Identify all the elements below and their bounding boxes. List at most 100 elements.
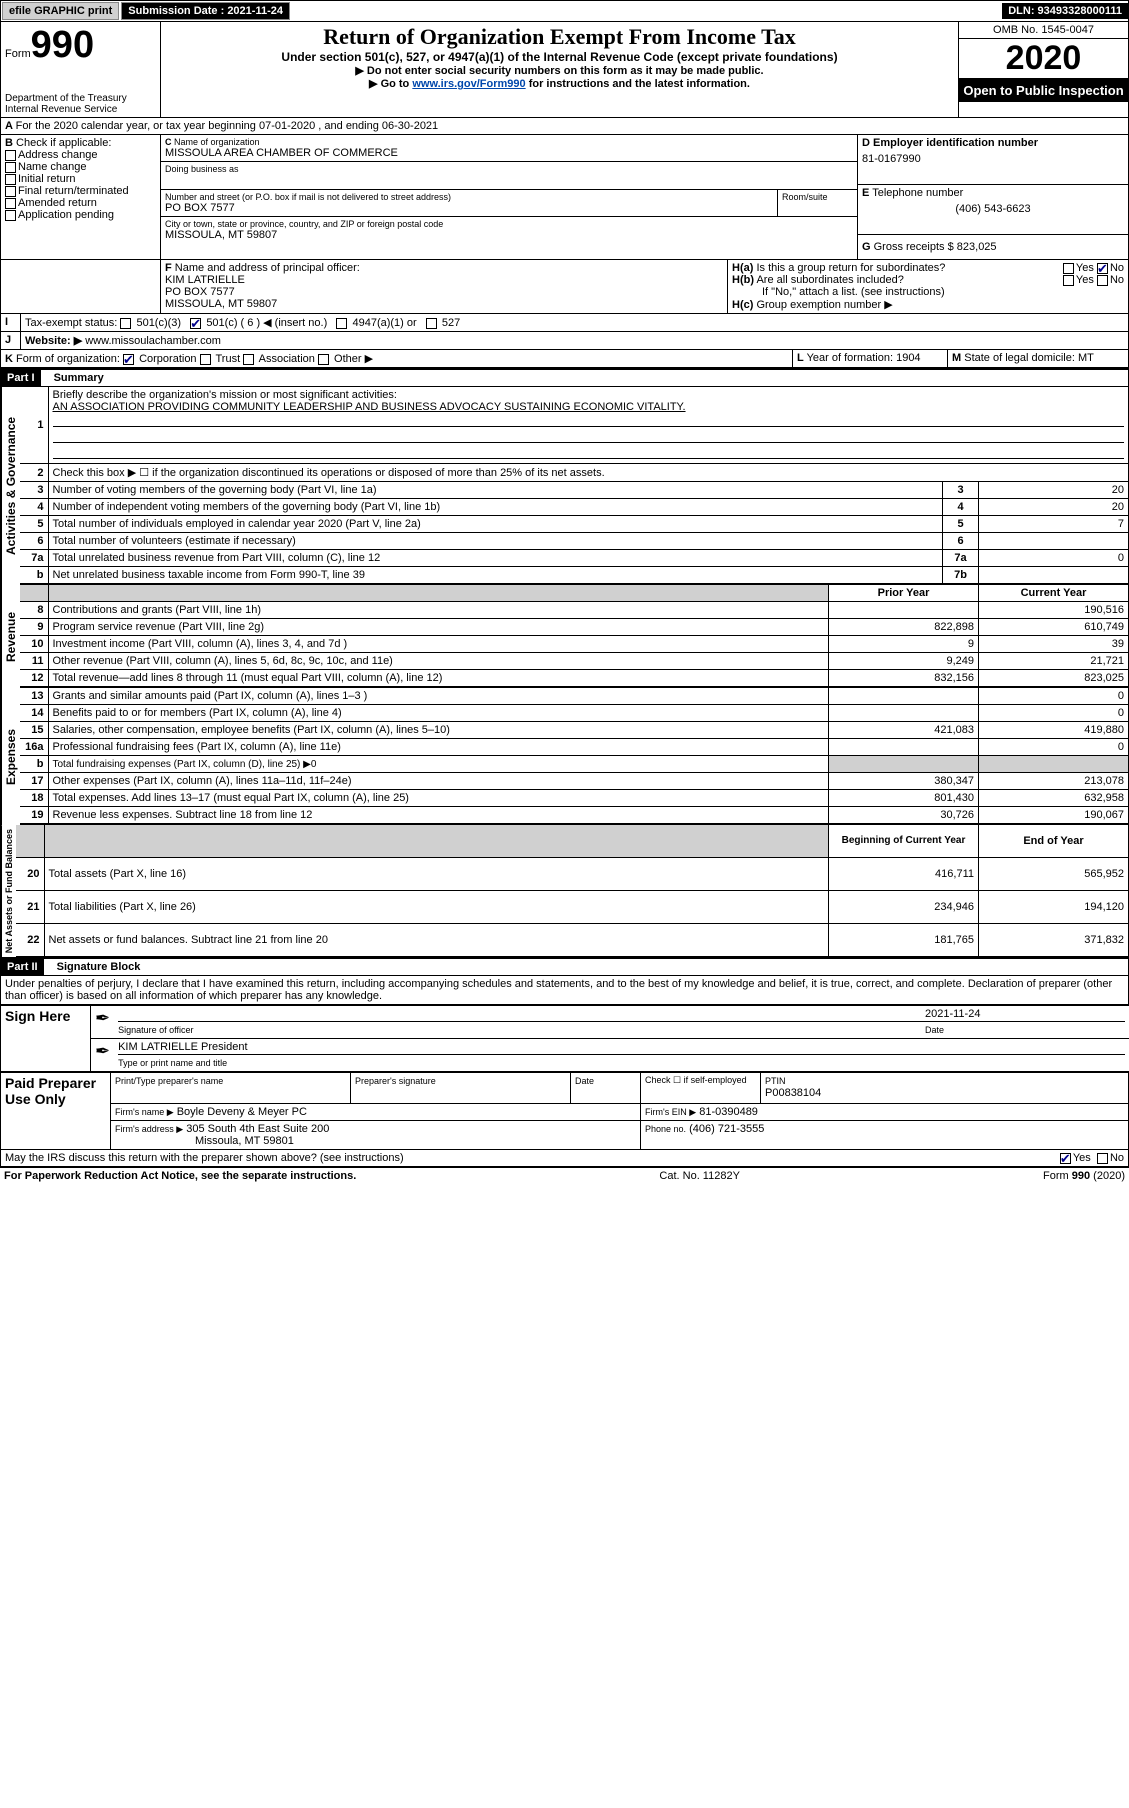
form-number: 990 bbox=[31, 24, 94, 66]
501c-label: 501(c) ( 6 ) ◀ (insert no.) bbox=[206, 317, 327, 329]
l21-label: Total liabilities (Part X, line 26) bbox=[44, 890, 829, 923]
application-pending-checkbox[interactable] bbox=[5, 210, 16, 221]
irs-yes-checkbox[interactable] bbox=[1060, 1153, 1071, 1164]
footer-left: For Paperwork Reduction Act Notice, see … bbox=[4, 1170, 356, 1182]
amended-return-checkbox[interactable] bbox=[5, 198, 16, 209]
street-label: Number and street (or P.O. box if mail i… bbox=[165, 192, 773, 202]
revenue-vlabel: Revenue bbox=[1, 585, 20, 688]
expenses-table: 13Grants and similar amounts paid (Part … bbox=[20, 688, 1129, 825]
l18-label: Total expenses. Add lines 13–17 (must eq… bbox=[48, 790, 829, 807]
current-year-hdr: Current Year bbox=[979, 585, 1129, 602]
page-title: Return of Organization Exempt From Incom… bbox=[167, 24, 952, 50]
l20-label: Total assets (Part X, line 16) bbox=[44, 857, 829, 890]
501c3-checkbox[interactable] bbox=[120, 318, 131, 329]
l8-prior bbox=[829, 602, 979, 619]
ptin-label: PTIN bbox=[765, 1076, 786, 1086]
line5-label: Total number of individuals employed in … bbox=[48, 516, 943, 533]
tax-exempt-row: I Tax-exempt status: 501(c)(3) 501(c) ( … bbox=[0, 314, 1129, 332]
trust-checkbox[interactable] bbox=[200, 354, 211, 365]
netassets-table: Beginning of Current YearEnd of Year 20T… bbox=[16, 825, 1129, 957]
irs-discuss-label: May the IRS discuss this return with the… bbox=[5, 1152, 404, 1164]
address-change-label: Address change bbox=[18, 149, 98, 161]
l18-prior: 801,430 bbox=[829, 790, 979, 807]
omb-number: OMB No. 1545-0047 bbox=[959, 22, 1128, 39]
line5-val: 7 bbox=[979, 516, 1129, 533]
officer-street: PO BOX 7577 bbox=[165, 286, 723, 298]
final-return-checkbox[interactable] bbox=[5, 186, 16, 197]
irs-link[interactable]: www.irs.gov/Form990 bbox=[412, 78, 525, 90]
l13-prior bbox=[829, 688, 979, 705]
yes-label-2: Yes bbox=[1076, 274, 1094, 286]
paid-preparer-block: Paid Preparer Use Only Print/Type prepar… bbox=[0, 1072, 1129, 1150]
l22-curr: 371,832 bbox=[979, 924, 1129, 957]
note-suffix: for instructions and the latest informat… bbox=[526, 78, 750, 90]
initial-return-label: Initial return bbox=[18, 173, 75, 185]
ha-no-checkbox[interactable] bbox=[1097, 263, 1108, 274]
line7b-val bbox=[979, 567, 1129, 585]
l11-curr: 21,721 bbox=[979, 653, 1129, 670]
l15-curr: 419,880 bbox=[979, 722, 1129, 739]
state-domicile-value: MT bbox=[1078, 352, 1094, 364]
l19-curr: 190,067 bbox=[979, 807, 1129, 825]
declaration: Under penalties of perjury, I declare th… bbox=[0, 976, 1129, 1005]
other-checkbox[interactable] bbox=[318, 354, 329, 365]
line6-val bbox=[979, 533, 1129, 550]
pen-icon-2: ✒ bbox=[95, 1041, 110, 1069]
dept-treasury: Department of the Treasury Internal Reve… bbox=[5, 93, 156, 115]
ha-label: Is this a group return for subordinates? bbox=[756, 262, 945, 274]
org-name-label: Name of organization bbox=[174, 137, 260, 147]
4947-label: 4947(a)(1) or bbox=[352, 317, 416, 329]
tax-year: 2020 bbox=[959, 39, 1128, 79]
association-checkbox[interactable] bbox=[243, 354, 254, 365]
l22-prior: 181,765 bbox=[829, 924, 979, 957]
l21-curr: 194,120 bbox=[979, 890, 1129, 923]
ha-yes-checkbox[interactable] bbox=[1063, 263, 1074, 274]
l17-label: Other expenses (Part IX, column (A), lin… bbox=[48, 773, 829, 790]
association-label: Association bbox=[259, 353, 315, 365]
501c-checkbox[interactable] bbox=[190, 318, 201, 329]
corporation-checkbox[interactable] bbox=[123, 354, 134, 365]
other-label: Other ▶ bbox=[334, 353, 373, 365]
org-name: MISSOULA AREA CHAMBER OF COMMERCE bbox=[165, 147, 853, 159]
prep-print-name-label: Print/Type preparer's name bbox=[115, 1076, 223, 1086]
name-change-checkbox[interactable] bbox=[5, 162, 16, 173]
prior-year-hdr: Prior Year bbox=[829, 585, 979, 602]
l13-label: Grants and similar amounts paid (Part IX… bbox=[48, 688, 829, 705]
sign-date-label: Date bbox=[925, 1025, 944, 1035]
l20-prior: 416,711 bbox=[829, 857, 979, 890]
irs-no-checkbox[interactable] bbox=[1097, 1153, 1108, 1164]
hb-no-checkbox[interactable] bbox=[1097, 275, 1108, 286]
address-change-checkbox[interactable] bbox=[5, 150, 16, 161]
l16b-label: Total fundraising expenses (Part IX, col… bbox=[48, 756, 829, 773]
l14-label: Benefits paid to or for members (Part IX… bbox=[48, 705, 829, 722]
final-return-label: Final return/terminated bbox=[18, 185, 129, 197]
website-value: www.missoulachamber.com bbox=[85, 335, 221, 347]
l11-label: Other revenue (Part VIII, column (A), li… bbox=[48, 653, 829, 670]
end-year-hdr: End of Year bbox=[979, 825, 1129, 857]
preparer-label: Paid Preparer Use Only bbox=[1, 1073, 111, 1150]
l10-label: Investment income (Part VIII, column (A)… bbox=[48, 636, 829, 653]
501c3-label: 501(c)(3) bbox=[136, 317, 181, 329]
form-org-row: K Form of organization: Corporation Trus… bbox=[0, 350, 1129, 370]
l21-prior: 234,946 bbox=[829, 890, 979, 923]
street-value: PO BOX 7577 bbox=[165, 202, 773, 214]
4947-checkbox[interactable] bbox=[336, 318, 347, 329]
part2-header: Part II Signature Block bbox=[0, 959, 1129, 976]
sign-here-label: Sign Here bbox=[1, 1006, 91, 1072]
efile-button[interactable]: efile GRAPHIC print bbox=[2, 2, 119, 20]
revenue-table: Prior YearCurrent Year 8Contributions an… bbox=[20, 585, 1129, 688]
submission-date: Submission Date : 2021-11-24 bbox=[121, 2, 290, 20]
sign-name-title: KIM LATRIELLE President bbox=[118, 1041, 1125, 1055]
officer-city: MISSOULA, MT 59807 bbox=[165, 298, 723, 310]
firm-ein-label: Firm's EIN ▶ bbox=[645, 1107, 696, 1117]
footer-center: Cat. No. 11282Y bbox=[659, 1170, 740, 1182]
initial-return-checkbox[interactable] bbox=[5, 174, 16, 185]
part2-title: Signature Block bbox=[47, 961, 141, 973]
gross-receipts-value: 823,025 bbox=[957, 241, 997, 253]
l16a-curr: 0 bbox=[979, 739, 1129, 756]
hb-yes-checkbox[interactable] bbox=[1063, 275, 1074, 286]
527-checkbox[interactable] bbox=[426, 318, 437, 329]
netassets-vlabel: Net Assets or Fund Balances bbox=[1, 825, 16, 957]
line7b-label: Net unrelated business taxable income fr… bbox=[48, 567, 943, 585]
l22-label: Net assets or fund balances. Subtract li… bbox=[44, 924, 829, 957]
